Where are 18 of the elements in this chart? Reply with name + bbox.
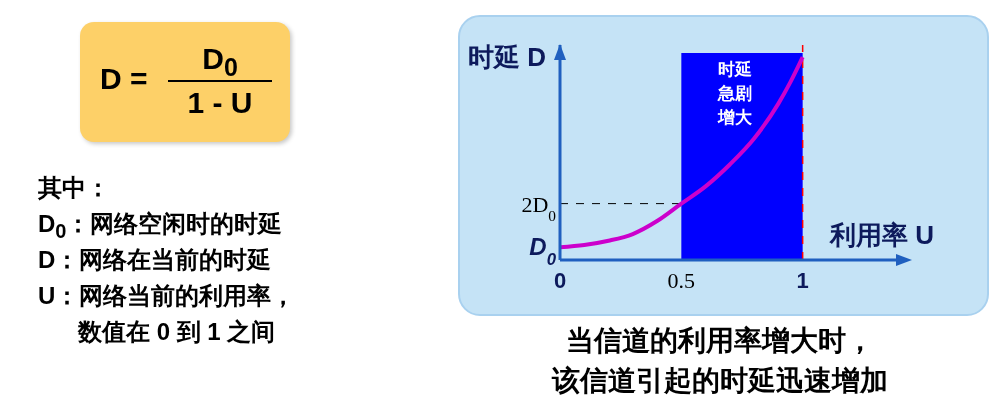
text: D：网络在当前的时延 [38,245,272,275]
text: 当信道的利用率增大时， [565,324,875,358]
x-axis-title: 利用率 U [830,219,934,252]
annotation: 2D$_{0}$ [521,191,557,224]
x-tick-label: 0.5 [667,268,696,293]
text: D = [100,62,148,96]
band-label: 时延急剧增大 [716,60,753,128]
text: 该信道引起的时延迅速增加 [550,364,889,398]
text: 1 - U [186,86,254,120]
y-axis-title: 时延 D [468,41,546,74]
annotation: D$_{0}$ [529,233,557,269]
x-tick-label: 1 [796,268,809,293]
x-tick-label: 0 [553,268,567,293]
text: D$_{0}$ [201,42,239,82]
text: U：网络当前的利用率， [38,281,296,311]
text: 其中： [38,173,110,203]
text: D$_{0}$：网络空闲时的时延 [38,209,283,243]
text: 数值在 0 到 1 之间 [78,317,276,347]
